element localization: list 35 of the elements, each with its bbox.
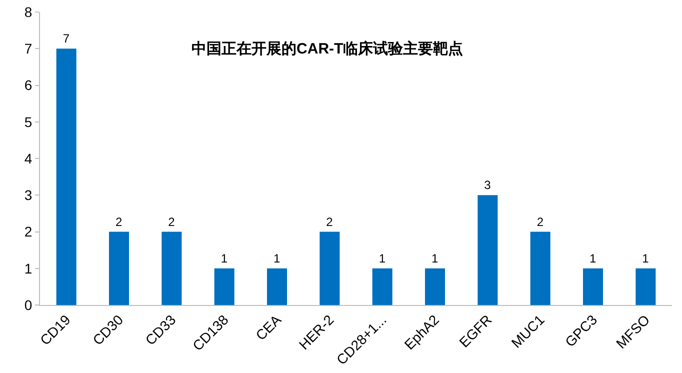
y-tick-label: 8 (24, 4, 32, 20)
y-tick-label: 3 (24, 187, 32, 204)
y-tick-label: 5 (24, 114, 32, 130)
bar (478, 195, 498, 305)
bar (266, 268, 288, 305)
data-label: 2 (326, 214, 334, 229)
bar (424, 268, 446, 305)
y-tick-label: 4 (24, 150, 32, 166)
data-label: 2 (536, 214, 544, 229)
bar (372, 268, 392, 305)
y-tick-label: 2 (24, 224, 32, 240)
data-label: 1 (642, 251, 650, 266)
y-tick-label: 0 (24, 296, 32, 313)
bar (214, 268, 234, 305)
data-label: 1 (432, 251, 438, 266)
bar (162, 232, 182, 305)
bar (636, 268, 656, 305)
bar (108, 232, 130, 305)
x-tick-label: CEA (252, 311, 285, 344)
data-label: 3 (484, 178, 492, 192)
data-label: 1 (378, 251, 386, 266)
data-label: 1 (590, 251, 596, 266)
bar (582, 268, 604, 305)
data-label: 7 (62, 32, 70, 46)
y-tick-label: 7 (24, 40, 32, 57)
y-tick-label: 1 (24, 260, 32, 276)
data-label: 1 (274, 251, 280, 266)
data-label: 2 (168, 214, 176, 229)
bar (530, 232, 550, 305)
y-tick-label: 6 (24, 77, 32, 94)
data-label: 2 (116, 214, 122, 229)
bar (320, 232, 340, 305)
text: 中国正在开展的CAR-T临床试验主要靶点 (192, 40, 464, 58)
data-label: 1 (220, 251, 228, 266)
bar (56, 48, 76, 305)
